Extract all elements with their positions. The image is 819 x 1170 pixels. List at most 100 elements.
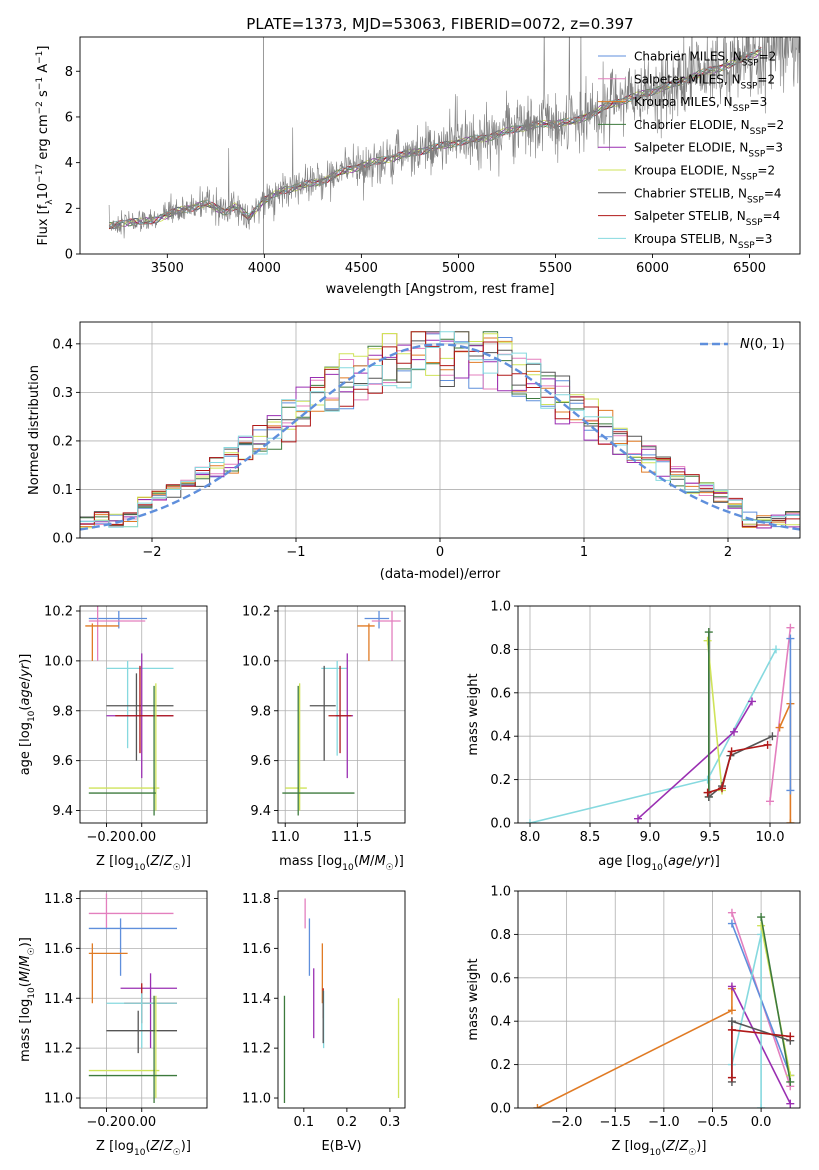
spectrum-ylabel-part: A — [36, 64, 51, 77]
spectrum-ylabel-part: −1 — [35, 51, 45, 64]
weight_vs_Z-frame — [517, 890, 801, 1109]
spectrum-ytick-label: 6 — [65, 110, 73, 125]
age_vs_Z-ylabel: age [log10(age/yr)] — [18, 654, 37, 776]
age_vs_mass-ytick-label: 10.0 — [242, 654, 271, 669]
weight_vs_age-plot-area — [526, 623, 795, 823]
weight_vs_age-xlabel-part: ( — [663, 854, 668, 869]
weight_vs_Z-marker — [786, 1032, 795, 1041]
legend-entry-part: =2 — [757, 164, 775, 178]
age_vs_Z-ytick-label: 10.0 — [44, 654, 73, 669]
spectrum-ytick-label: 8 — [65, 65, 73, 80]
weight_vs_age-ytick-label: 0.4 — [490, 730, 511, 745]
mass_vs_Z-ylabel: mass [log10(M/M☉)] — [18, 937, 37, 1062]
weight_vs_age-marker — [766, 797, 774, 806]
weight_vs_age-xlabel-part: yr — [696, 854, 712, 869]
weight_vs_Z-ytick-label: 0.4 — [490, 1015, 511, 1030]
weight_vs_Z-marker — [533, 1104, 542, 1108]
spectrum-ytick-label: 2 — [65, 202, 73, 217]
age_vs_Z-ylabel-part: )] — [18, 654, 33, 664]
weight_vs_Z-marker — [757, 1104, 766, 1108]
legend-entry-part: =3 — [750, 95, 768, 109]
weight_vs_age-xlabel-part: / — [692, 854, 697, 869]
weight_vs_age-marker — [634, 814, 642, 823]
residuals-ytick-label: 0.2 — [52, 434, 73, 449]
weight_vs_Z-xlabel-part: ☉ — [688, 1148, 696, 1158]
legend-entry-part: =4 — [764, 186, 782, 200]
residuals-ytick-label: 0.3 — [52, 386, 73, 401]
legend-entry: Salpeter STELIB, NSSP=4 — [634, 209, 780, 228]
spectrum-xtick-label: 4500 — [345, 261, 378, 276]
mass_vs_Z-xlabel-part: Z [log — [96, 1139, 134, 1154]
legend-entry-part: Kroupa STELIB, N — [634, 232, 738, 246]
mass_vs_Z-plot-area — [88, 893, 178, 1104]
normal-legend-label-part: N — [740, 337, 750, 352]
weight_vs_Z-xtick-label: 0.0 — [751, 1115, 772, 1130]
age_vs_Z-frame — [79, 605, 208, 824]
age_vs_Z-ylabel-part: age [log — [18, 722, 33, 775]
spectrum-xtick-label: 6000 — [636, 261, 669, 276]
age_vs_mass-xlabel-part: ☉ — [386, 863, 394, 873]
legend-entry-part: =3 — [755, 232, 773, 246]
weight_vs_Z-xtick-label: −0.5 — [697, 1115, 729, 1130]
age_vs_mass-xlabel: mass [log10(M/M☉)] — [279, 854, 404, 873]
age_vs_Z-ytick-label: 9.4 — [52, 804, 73, 819]
weight_vs_Z-xtick-label: −1.0 — [648, 1115, 680, 1130]
age_vs_mass-xtick-label: 11.5 — [343, 830, 372, 845]
legend-entry-part: Salpeter ELODIE, N — [634, 141, 748, 155]
mass_vs_Z-xlabel-part: ( — [145, 1139, 150, 1154]
weight_vs_age-xlabel: age [log10(age/yr)] — [598, 854, 720, 873]
weight_vs_age-series-line — [778, 703, 792, 823]
weight_vs_Z-xlabel-part: Z — [665, 1139, 676, 1154]
weight_vs_age-marker — [704, 792, 713, 801]
mass_vs_ebv-plot-area — [283, 898, 400, 1104]
legend-entry: Salpeter ELODIE, NSSP=3 — [634, 141, 783, 160]
legend-entry-part: SSP — [750, 127, 767, 137]
weight_vs_age-marker — [727, 747, 736, 756]
weight_vs_Z-marker — [727, 1017, 736, 1026]
spectrum-ylabel: Flux [fλ10−17 erg cm−2 s−1 A−1] — [35, 46, 55, 246]
age_vs_mass-xlabel-part: mass [log — [279, 854, 342, 869]
residual-histogram — [80, 331, 800, 527]
age_vs_Z-xlabel-part: Z — [150, 854, 161, 869]
mass_vs_ebv-ytick-label: 11.8 — [242, 892, 271, 907]
legend-entry: Kroupa MILES, NSSP=3 — [634, 95, 767, 114]
mass_vs_Z-xlabel-part: / — [159, 1139, 164, 1154]
weight_vs_Z-ytick-label: 1.0 — [490, 885, 511, 900]
spectrum-xtick-label: 4000 — [248, 261, 281, 276]
legend-entry-part: Kroupa MILES, N — [634, 95, 733, 109]
age_vs_Z-ylabel-part: 10 — [27, 710, 37, 722]
spectrum-ylabel-part: erg cm — [36, 114, 51, 163]
weight_vs_age-ytick-label: 0.6 — [490, 686, 511, 701]
legend-entry: Kroupa STELIB, NSSP=3 — [634, 232, 772, 251]
legend-entry-part: SSP — [741, 173, 758, 183]
weight_vs_Z-xlabel-part: )] — [696, 1139, 706, 1154]
weight_vs_age-marker — [775, 723, 784, 732]
age_vs_Z-xtick-label: −0.20 — [87, 830, 127, 845]
mass_vs_Z-xlabel-part: 10 — [134, 1148, 146, 1158]
weight_vs_Z-xtick-label: −2.0 — [551, 1115, 583, 1130]
mass_vs_Z-ylabel-part: )] — [18, 937, 33, 947]
weight_vs_age-marker — [786, 819, 795, 823]
age_vs_Z-xlabel-part: Z [log — [96, 854, 134, 869]
age_vs_Z-plot-area — [85, 606, 174, 816]
residual-histogram — [80, 331, 800, 528]
mass_vs_Z-ylabel-part: M — [18, 955, 33, 966]
residuals-xtick-label: −1 — [286, 545, 305, 560]
figure-title: PLATE=1373, MJD=53063, FIBERID=0072, z=0… — [246, 15, 633, 33]
age_vs_Z-ylabel-part: / — [18, 676, 33, 681]
weight_vs_age-marker — [526, 819, 534, 823]
weight_vs_age-xlabel-part: age — [668, 854, 692, 869]
spectrum-ylabel-part: −17 — [35, 164, 45, 183]
legend-entry-part: Chabrier STELIB, N — [634, 186, 747, 200]
spectrum-frame — [79, 36, 801, 255]
age_vs_Z-xlabel-part: ( — [145, 854, 150, 869]
normal-curve-line — [80, 343, 800, 531]
weight_vs_Z-marker — [757, 913, 766, 922]
legend-entry-part: SSP — [742, 59, 759, 69]
mass_vs_Z-ytick-label: 11.2 — [44, 1042, 73, 1057]
residuals-ytick-label: 0.1 — [52, 483, 73, 498]
age_vs_mass-ytick-label: 9.4 — [250, 804, 271, 819]
age_vs_mass-xlabel-part: )] — [394, 854, 404, 869]
age_vs_mass-xlabel-part: M — [359, 854, 370, 869]
